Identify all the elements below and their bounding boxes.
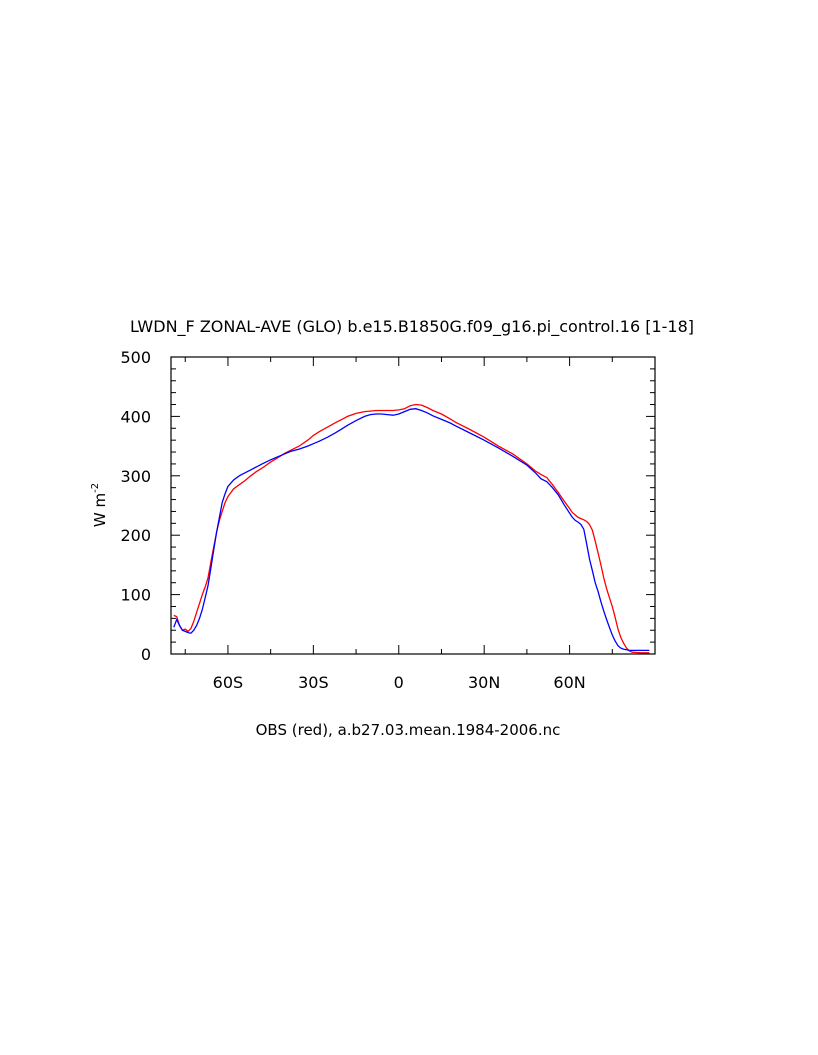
obs-series-line bbox=[173, 403, 650, 654]
y-axis-label-text: W m bbox=[91, 493, 109, 527]
x-tick-label: 60S bbox=[213, 673, 244, 692]
chart-title: LWDN_F ZONAL-AVE (GLO) b.e15.B1850G.f09_… bbox=[130, 317, 694, 337]
x-tick-label: 30N bbox=[468, 673, 500, 692]
y-tick-label: 500 bbox=[120, 348, 151, 367]
y-tick-label: 200 bbox=[120, 526, 151, 545]
x-tick-label: 30S bbox=[298, 673, 329, 692]
y-tick-label: 300 bbox=[120, 467, 151, 486]
y-tick-label: 400 bbox=[120, 407, 151, 426]
x-tick-label: 0 bbox=[394, 673, 404, 692]
y-tick-label: 100 bbox=[120, 586, 151, 605]
plot-frame bbox=[170, 356, 656, 655]
y-axis-label-exponent: -2 bbox=[90, 483, 101, 493]
y-axis-label: W m-2 bbox=[90, 483, 109, 527]
x-axis-label: OBS (red), a.b27.03.mean.1984-2006.nc bbox=[256, 721, 561, 739]
axis-ticks: 60S 30S 0 30N 60N 0 100 200 300 400 500 bbox=[120, 348, 655, 692]
model-series-line bbox=[173, 408, 650, 652]
x-tick-label: 60N bbox=[553, 673, 585, 692]
y-tick-label: 0 bbox=[141, 645, 151, 664]
plot-lines bbox=[173, 403, 650, 654]
